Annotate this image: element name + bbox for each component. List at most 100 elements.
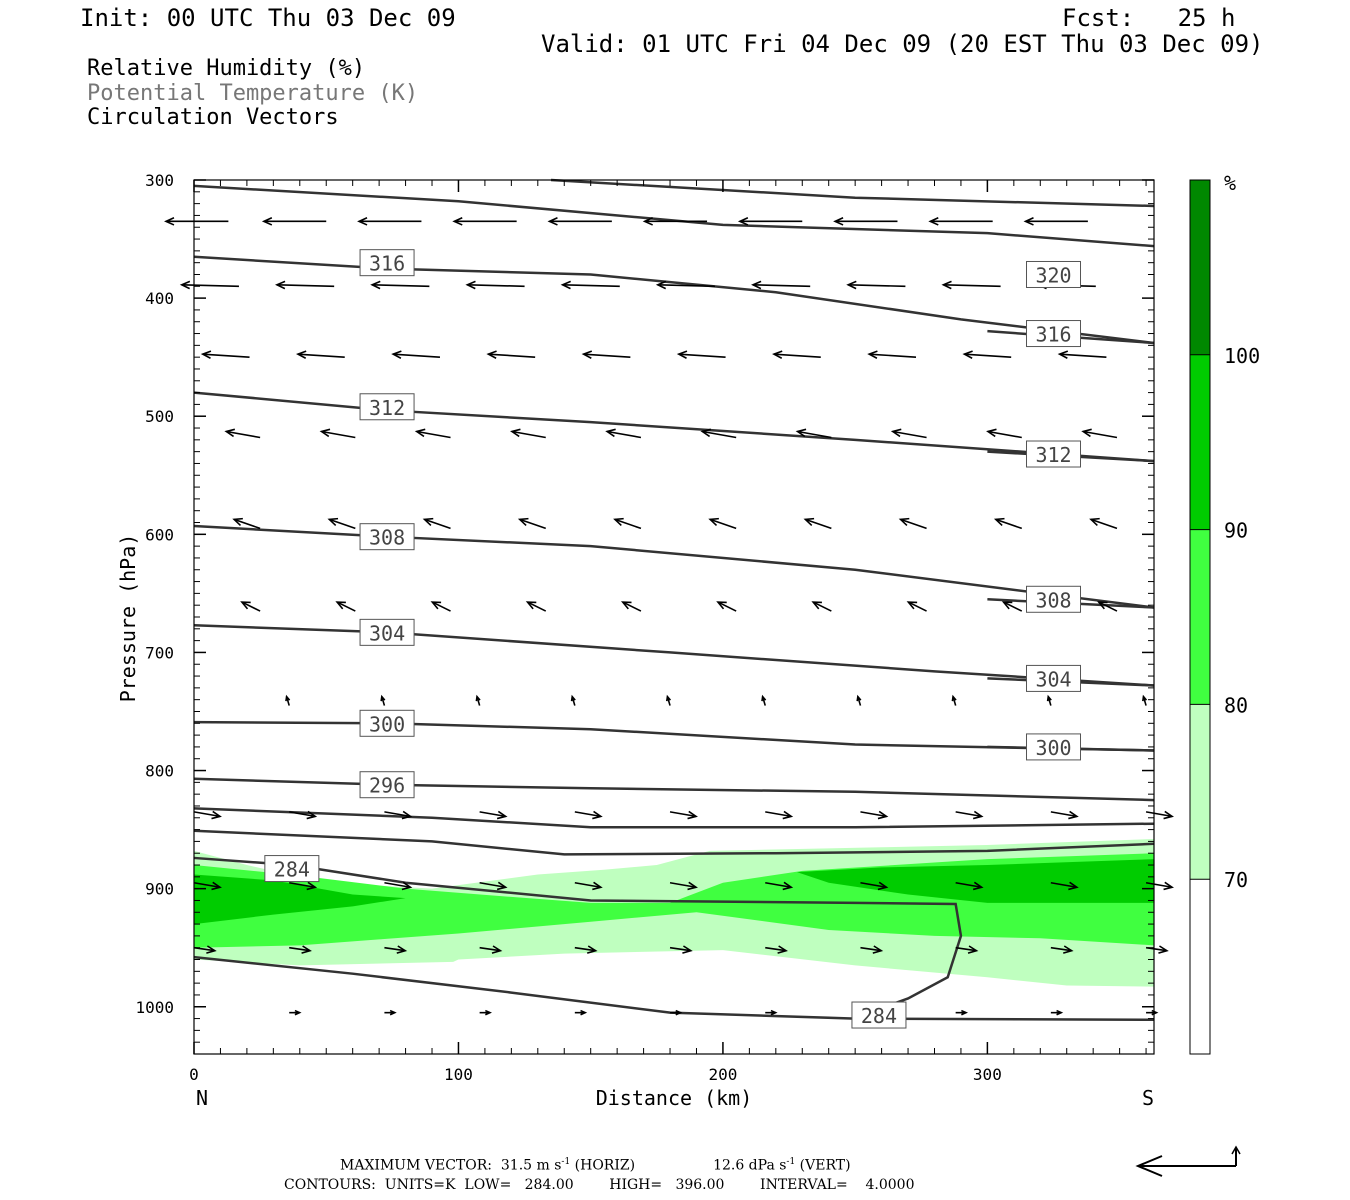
vector-head xyxy=(370,280,381,290)
vector-head xyxy=(496,810,508,820)
vector-shaft xyxy=(709,518,737,530)
colorbar-border xyxy=(1189,179,1211,1055)
circulation-vector xyxy=(422,517,451,530)
vector-head xyxy=(687,810,698,820)
reference-vector-head-vertical xyxy=(1231,1145,1241,1155)
vector-head xyxy=(1023,217,1034,226)
circulation-vector xyxy=(955,1009,969,1016)
vector-head xyxy=(972,810,984,820)
vector-head xyxy=(761,694,767,702)
field-label-potential-temperature: Potential Temperature (K) xyxy=(87,81,419,106)
circulation-vector xyxy=(1097,601,1118,612)
circulation-vector xyxy=(1142,694,1148,706)
vector-head xyxy=(1163,810,1174,820)
vector-shaft xyxy=(276,283,335,288)
vector-head xyxy=(898,517,910,527)
vector-head xyxy=(1057,350,1069,359)
vector-head xyxy=(967,945,979,954)
circulation-vector xyxy=(669,945,693,954)
vector-shaft xyxy=(765,881,792,889)
vector-head xyxy=(240,601,251,610)
circulation-vector xyxy=(335,601,356,612)
vector-head xyxy=(465,280,476,290)
theta-label-box-308-6 xyxy=(359,523,415,551)
theta-label-box-312-4 xyxy=(359,393,415,421)
vector-head xyxy=(993,517,1005,527)
vector-head xyxy=(620,601,632,610)
vector-shaft xyxy=(752,283,811,288)
vector-shaft xyxy=(384,811,411,818)
circulation-vector xyxy=(574,810,603,820)
circulation-vector xyxy=(289,810,318,820)
circulation-vector xyxy=(289,945,312,954)
footer-max-vector-vert: 12.6 dPa s xyxy=(713,1157,787,1174)
theta-label-308-6: 308 xyxy=(369,526,405,550)
circulation-vector xyxy=(811,601,832,612)
vector-head xyxy=(200,350,212,359)
circulation-vector xyxy=(510,428,546,439)
vector-shaft xyxy=(479,881,506,889)
vector-head xyxy=(687,881,698,891)
vector-head xyxy=(770,1009,778,1016)
colorbar-segment xyxy=(1190,529,1210,705)
circulation-vector xyxy=(1050,810,1079,820)
circulation-vector xyxy=(357,217,422,226)
circulation-vector xyxy=(430,601,451,612)
circulation-vector xyxy=(1145,881,1174,891)
vector-shaft xyxy=(1050,881,1077,889)
vector-head xyxy=(179,280,191,290)
vector-shaft xyxy=(892,430,927,439)
circulation-vector xyxy=(795,428,832,439)
vector-head xyxy=(510,428,521,438)
circulation-vector xyxy=(570,694,576,706)
vector-head xyxy=(951,694,957,702)
circulation-vector xyxy=(951,694,957,706)
y-tick-label: 700 xyxy=(145,643,174,662)
field-label-circulation-vectors: Circulation Vectors xyxy=(87,105,339,130)
circulation-vector xyxy=(486,350,536,359)
vector-shaft xyxy=(193,881,221,889)
forecast-hour: Fcst: 25 h xyxy=(1062,4,1236,32)
y-tick-label: 900 xyxy=(145,880,174,899)
circulation-vector xyxy=(928,217,993,226)
vector-head xyxy=(430,601,442,610)
vector-head xyxy=(890,428,902,438)
vector-head xyxy=(846,280,857,290)
vector-shaft xyxy=(583,353,631,358)
field-label-relative-humidity: Relative Humidity (%) xyxy=(87,56,366,81)
theta-contour-304-8 xyxy=(193,624,1155,687)
vector-shaft xyxy=(289,811,316,818)
vector-head xyxy=(872,945,884,954)
circulation-vector xyxy=(391,350,441,359)
colorbar-label: 70 xyxy=(1224,868,1248,892)
theta-label-316-3: 316 xyxy=(1035,323,1071,347)
y-tick-label: 400 xyxy=(145,289,174,308)
circulation-vector xyxy=(708,517,737,530)
vector-head xyxy=(294,1009,302,1016)
colorbar-segment xyxy=(1190,354,1210,530)
x-end-label-north: N xyxy=(196,1086,208,1110)
vector-shaft xyxy=(511,430,546,439)
circulation-vector xyxy=(655,280,716,290)
footer-exp-horiz: -1 xyxy=(561,1157,571,1167)
vector-head xyxy=(285,694,291,702)
vector-head xyxy=(782,881,794,891)
circulation-vector xyxy=(986,428,1022,439)
vector-shaft xyxy=(1059,353,1107,358)
vector-head xyxy=(1163,881,1174,891)
x-tick-label: 300 xyxy=(973,1065,1002,1084)
circulation-vector xyxy=(285,694,291,706)
vector-head xyxy=(211,881,222,891)
theta-label-320-0: 320 xyxy=(1035,263,1071,287)
vector-shaft xyxy=(860,946,882,952)
axes-layer: 300 400 500 600 700 800 900 1000 0 100 200 300 xyxy=(135,171,1154,1084)
rh-region-90-3 xyxy=(796,859,1154,903)
colorbar-label: 80 xyxy=(1224,693,1248,717)
circulation-vector xyxy=(1001,601,1023,612)
vector-head xyxy=(777,945,788,954)
vector-head xyxy=(1056,1009,1064,1016)
vector-head xyxy=(676,350,688,359)
circulation-vector xyxy=(898,517,927,530)
theta-label-304-8: 304 xyxy=(369,621,405,645)
vector-shaft xyxy=(289,881,316,889)
